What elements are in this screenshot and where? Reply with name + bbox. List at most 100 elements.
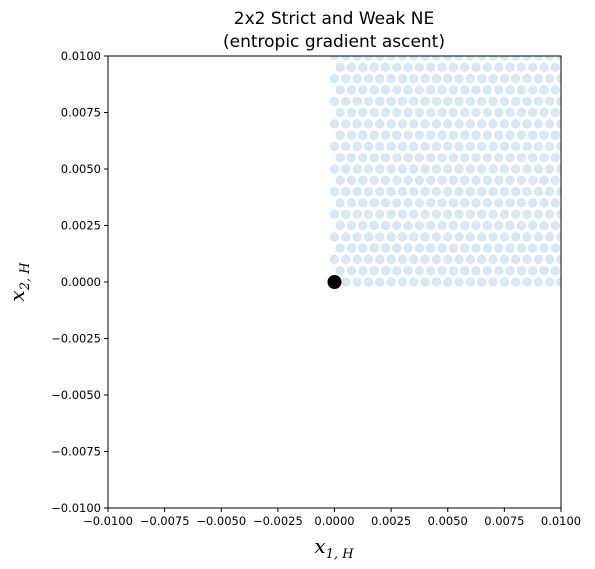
grid-point	[335, 130, 345, 140]
grid-point	[522, 56, 532, 61]
grid-point	[420, 187, 430, 197]
grid-point	[420, 209, 430, 219]
grid-point	[505, 175, 515, 185]
grid-point	[460, 85, 470, 95]
x-tick-label: −0.0100	[83, 514, 133, 528]
grid-point	[335, 62, 345, 72]
grid-point	[550, 130, 560, 140]
grid-point	[431, 96, 441, 106]
grid-point	[352, 74, 362, 84]
grid-point	[375, 96, 385, 106]
grid-point	[420, 56, 430, 61]
grid-point	[414, 266, 424, 276]
grid-point	[533, 187, 543, 197]
grid-point	[437, 62, 447, 72]
grid-point	[482, 62, 492, 72]
grid-point	[539, 108, 549, 118]
x-tick-label: −0.0075	[140, 514, 190, 528]
grid-point	[488, 74, 498, 84]
grid-point	[330, 56, 339, 61]
grid-point	[550, 221, 560, 231]
grid-point	[414, 175, 424, 185]
y-axis-ticks: −0.0100 −0.0075 −0.0050 −0.0025 0.0000 0.0025…	[51, 49, 108, 515]
grid-point	[477, 232, 487, 242]
grid-point	[488, 141, 498, 151]
y-tick-label: 0.0000	[61, 275, 101, 289]
grid-point	[335, 266, 345, 276]
grid-point	[488, 96, 498, 106]
grid-point	[545, 254, 555, 264]
grid-point	[465, 96, 475, 106]
grid-point	[494, 153, 504, 163]
grid-point	[545, 164, 555, 174]
grid-point	[454, 209, 464, 219]
grid-point	[341, 254, 351, 264]
grid-point	[499, 141, 509, 151]
grid-point	[392, 153, 402, 163]
grid-point	[329, 141, 339, 151]
grid-point	[539, 198, 549, 208]
grid-point	[346, 175, 356, 185]
grid-point	[329, 119, 339, 129]
grid-point	[505, 221, 515, 231]
grid-point	[414, 153, 424, 163]
grid-point	[380, 243, 390, 253]
grid-point	[329, 74, 339, 84]
grid-point	[516, 266, 526, 276]
grid-point	[499, 232, 509, 242]
grid-point	[545, 209, 555, 219]
x-tick-label: −0.0025	[253, 514, 303, 528]
grid-point	[550, 108, 560, 118]
grid-point	[505, 243, 515, 253]
grid-point	[533, 74, 543, 84]
grid-point	[488, 209, 498, 219]
grid-point	[363, 96, 373, 106]
y-tick-label: 0.0100	[61, 49, 101, 63]
grid-point	[505, 108, 515, 118]
grid-point	[403, 62, 413, 72]
grid-point	[522, 209, 532, 219]
grid-point	[443, 209, 453, 219]
grid-point	[477, 74, 487, 84]
grid-point	[369, 85, 379, 95]
grid-point	[375, 277, 385, 287]
y-axis-label: x2, H	[5, 262, 33, 302]
grid-point	[494, 243, 504, 253]
grid-point	[397, 164, 407, 174]
grid-point	[341, 277, 351, 287]
grid-point	[346, 130, 356, 140]
grid-point	[431, 187, 441, 197]
grid-point	[375, 232, 385, 242]
grid-point	[341, 56, 351, 61]
grid-point	[397, 119, 407, 129]
x-tick-label: 0.0100	[541, 514, 581, 528]
grid-point	[426, 243, 436, 253]
grid-point	[477, 141, 487, 151]
grid-point	[414, 62, 424, 72]
grid-point	[392, 243, 402, 253]
grid-point	[369, 130, 379, 140]
grid-point	[414, 108, 424, 118]
grid-point	[409, 164, 419, 174]
grid-point	[494, 108, 504, 118]
grid-point	[409, 56, 419, 61]
grid-point	[465, 277, 475, 287]
grid-point	[375, 74, 385, 84]
grid-point	[460, 62, 470, 72]
grid-point	[420, 232, 430, 242]
grid-point	[437, 266, 447, 276]
grid-point	[533, 164, 543, 174]
grid-point	[477, 119, 487, 129]
grid-point	[448, 85, 458, 95]
grid-point	[528, 153, 538, 163]
grid-point	[522, 187, 532, 197]
grid-point	[363, 141, 373, 151]
grid-point	[448, 266, 458, 276]
grid-point	[550, 266, 560, 276]
grid-point	[528, 108, 538, 118]
y-axis-label-main: x	[5, 290, 29, 301]
grid-point	[443, 74, 453, 84]
grid-point	[482, 221, 492, 231]
grid-point	[443, 277, 453, 287]
grid-point	[431, 56, 441, 61]
